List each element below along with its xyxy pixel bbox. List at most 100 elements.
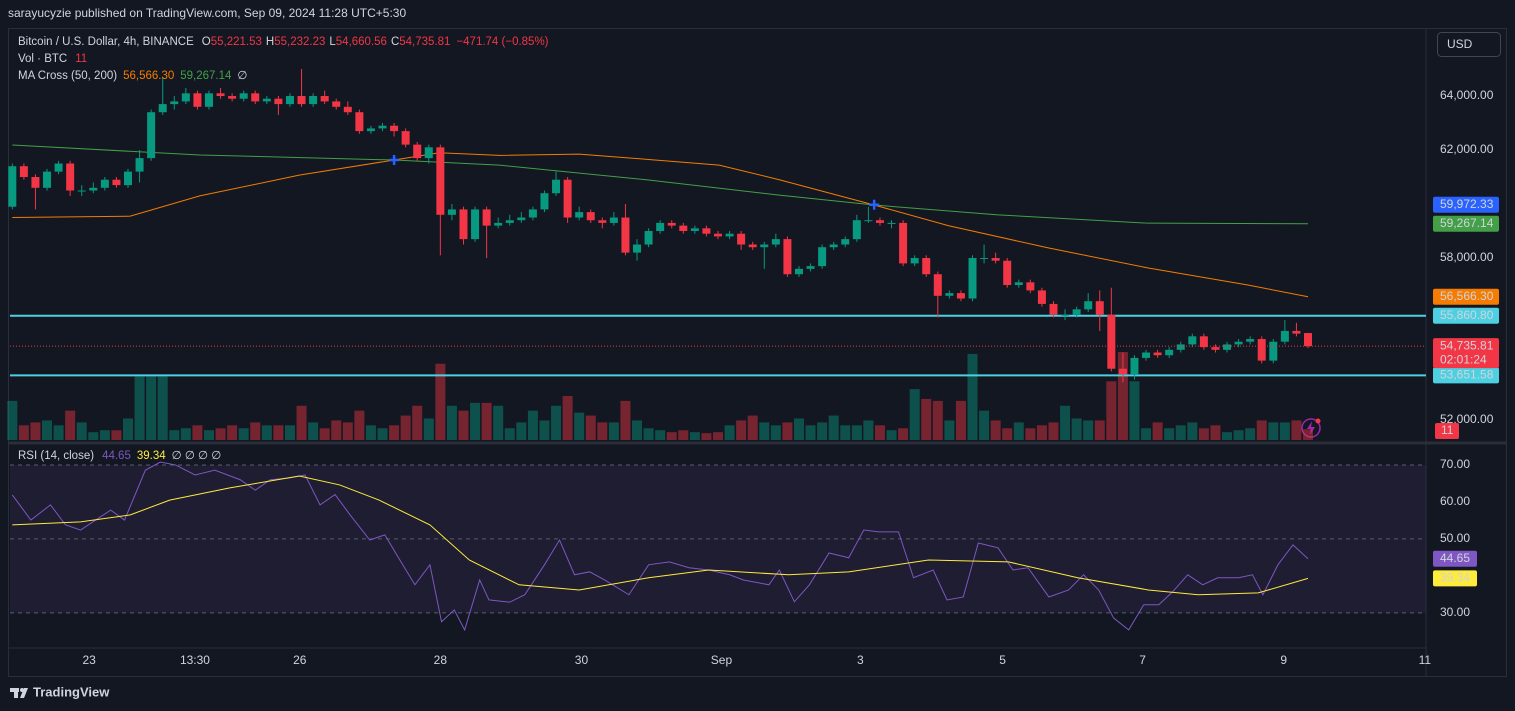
tv-logo	[10, 688, 28, 698]
volume-bar	[215, 428, 226, 440]
legend-item: 56,566.30	[123, 70, 174, 82]
candle-body	[633, 244, 642, 253]
rsi-badge	[1433, 550, 1477, 567]
price-tick-label: 52,000.00	[1440, 412, 1494, 426]
candle-body	[794, 268, 803, 275]
candle-body	[528, 209, 537, 218]
volume-legend: Vol · BTC 11	[18, 53, 87, 65]
price-badge	[1433, 338, 1499, 369]
header: sarayucyzie published on TradingView.com…	[8, 6, 406, 20]
volume-bar	[898, 428, 909, 440]
candle-body	[575, 212, 584, 218]
volume-bar	[53, 425, 64, 440]
ma-cross-marker	[389, 155, 400, 166]
candle-body	[43, 171, 52, 188]
candle-body	[216, 93, 225, 97]
candle-body	[656, 222, 665, 232]
candle-body	[1049, 303, 1058, 315]
candle-body	[1223, 344, 1232, 350]
volume-bar	[527, 410, 538, 440]
candle-body	[1003, 260, 1012, 286]
candle-body	[806, 266, 815, 269]
candle-body	[1234, 341, 1243, 345]
volume-bar	[724, 425, 735, 440]
candle-body	[748, 244, 757, 248]
candle-body	[563, 179, 572, 218]
volume-bar	[1013, 422, 1024, 440]
candle-body	[667, 222, 676, 226]
legend-item: Vol · BTC	[18, 53, 67, 65]
volume-bar	[88, 432, 99, 440]
legend-item: Bitcoin / U.S. Dollar, 4h, BINANCE	[18, 36, 194, 48]
volume-bar	[1198, 428, 1209, 440]
candle-body	[424, 147, 433, 159]
volume-bar	[446, 405, 457, 440]
replay-icon[interactable]	[1301, 418, 1321, 438]
candle-body	[1037, 290, 1046, 304]
volume-bar	[238, 428, 249, 440]
legend-item: MA Cross (50, 200)	[18, 70, 117, 82]
currency-button[interactable]	[1437, 32, 1501, 57]
volume-bar	[331, 420, 342, 440]
volume-bar	[319, 428, 330, 440]
volume-bar	[365, 425, 376, 440]
volume-bar	[944, 420, 955, 440]
candle-body	[147, 112, 156, 159]
volume-bar	[967, 353, 978, 440]
rsi-tick-label: 70.00	[1440, 457, 1470, 471]
candle-body	[1188, 336, 1197, 345]
candle-body	[621, 217, 630, 253]
volume-bar	[169, 430, 180, 440]
candle-body	[181, 93, 190, 102]
time-tick-label: 9	[1280, 653, 1287, 667]
candle-body	[1061, 314, 1070, 316]
candle-body	[77, 190, 86, 192]
candle-body	[783, 239, 792, 275]
volume-bar	[551, 405, 562, 440]
candle-body	[285, 96, 294, 105]
volume-bar	[1175, 425, 1186, 440]
volume-bar	[458, 410, 469, 440]
candle-body	[1153, 352, 1162, 356]
legend-item: H	[266, 36, 274, 48]
volume-bar	[955, 400, 966, 440]
volume-bar	[180, 428, 191, 440]
candle-body	[1084, 301, 1093, 310]
volume-bar	[1048, 422, 1059, 440]
legend-item: 55,232.23	[274, 36, 325, 48]
volume-bar	[134, 376, 145, 440]
candle-body	[714, 233, 722, 237]
candle-body	[1072, 309, 1081, 315]
volume-bar	[1036, 425, 1047, 440]
volume-bar	[1245, 428, 1256, 440]
candle-body	[124, 171, 132, 186]
volume-bar	[76, 422, 87, 440]
volume-bar	[979, 410, 990, 440]
volume-bar	[342, 422, 353, 440]
candle-body	[1292, 330, 1301, 334]
candle-body	[829, 244, 838, 248]
candle-body	[1246, 339, 1255, 342]
candle-body	[1165, 349, 1174, 356]
candle-body	[309, 96, 318, 105]
currency[interactable]: USD	[1447, 37, 1473, 51]
rsi-ma-badge-label: 39.34	[1440, 571, 1470, 585]
volume-bar	[30, 422, 41, 440]
candle-body	[505, 220, 514, 223]
volume-bar	[1060, 405, 1071, 440]
time-tick-label: 5	[999, 653, 1006, 667]
volume-bar	[1233, 430, 1244, 440]
volume-bar	[1129, 381, 1140, 440]
volume-badge	[1435, 423, 1459, 439]
volume-bar	[886, 430, 897, 440]
candle-body	[401, 131, 410, 145]
candle-body	[644, 231, 653, 245]
candle-body	[517, 217, 526, 221]
volume-bar	[632, 420, 643, 440]
volume-bar	[308, 422, 319, 440]
legend-item: −471.74 (−0.85%)	[456, 36, 548, 48]
price-tick-label: 64,000.00	[1440, 88, 1494, 102]
volume-bar	[203, 430, 214, 440]
volume-bar	[782, 422, 793, 440]
